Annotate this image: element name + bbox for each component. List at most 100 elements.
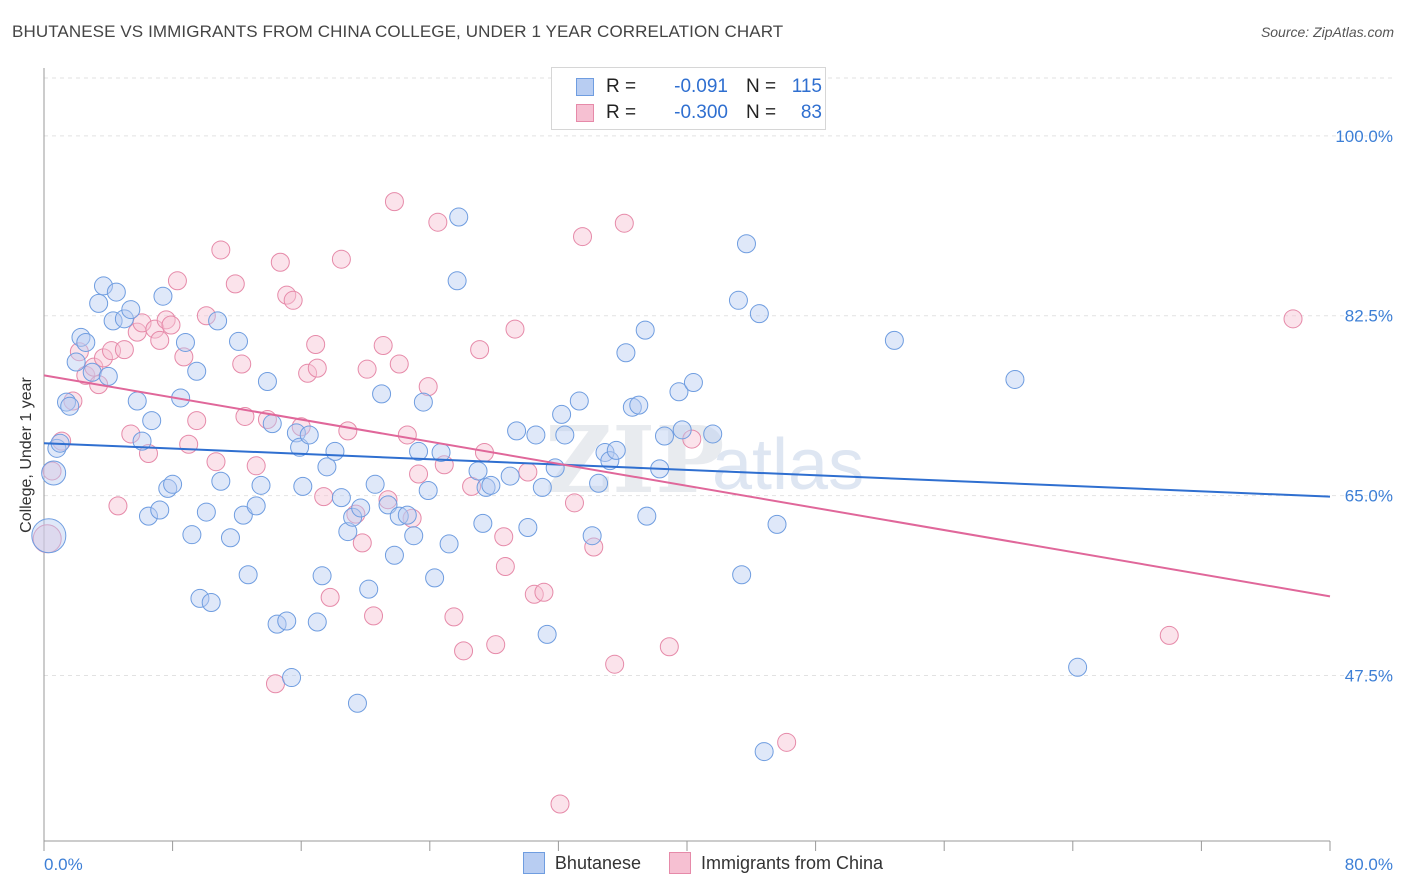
bhutanese-point [187, 361, 207, 381]
china-point [518, 462, 538, 482]
r-label: R = [606, 76, 637, 97]
china-point [145, 319, 165, 339]
bhutanese-point [728, 290, 748, 310]
china-point [486, 635, 506, 655]
bhutanese-point [312, 566, 332, 586]
china-point [138, 443, 158, 463]
bhutanese-point [672, 420, 692, 440]
bhutanese-point [307, 612, 327, 632]
china-point [444, 607, 464, 627]
china-point [614, 213, 634, 233]
bhutanese-point [98, 366, 118, 386]
bhutanese-point [132, 431, 152, 451]
bhutanese-point [683, 373, 703, 393]
china-point [1283, 309, 1303, 329]
china-point [225, 274, 245, 294]
bhutanese-point [365, 474, 385, 494]
bhutanese-point [138, 506, 158, 526]
china-point [777, 732, 797, 752]
bhutanese-point [389, 506, 409, 526]
china-point [93, 348, 113, 368]
watermark-zip: ZIP [545, 406, 724, 514]
bhutanese-point [208, 311, 228, 331]
bhutanese-point [76, 332, 96, 352]
bhutanese-point [182, 525, 202, 545]
bhutanese-point [163, 474, 183, 494]
china-point [42, 461, 62, 481]
bhutanese-point [468, 461, 488, 481]
bhutanese-point [89, 293, 109, 313]
series-legend: Bhutanese Immigrants from China [0, 852, 1406, 874]
bhutanese-point [201, 593, 221, 613]
bhutanese-point [418, 480, 438, 500]
bhutanese-point [142, 411, 162, 431]
y-tick-label: 100.0% [1335, 127, 1393, 146]
china-point [121, 424, 141, 444]
n-value: 83 [800, 102, 822, 123]
bhutanese-point [351, 498, 371, 518]
bhutanese-point [537, 624, 557, 644]
bhutanese-point [220, 528, 240, 548]
stats-legend-row-bhutanese: R = -0.091 N = 115 [576, 75, 822, 99]
china-point [364, 606, 384, 626]
bhutanese-point [196, 502, 216, 522]
bhutanese-point [331, 488, 351, 508]
china-point [428, 212, 448, 232]
china-point [114, 340, 134, 360]
bhutanese-point [121, 300, 141, 320]
bhutanese-point [532, 477, 552, 497]
bhutanese-point [767, 514, 787, 534]
bhutanese-point [703, 424, 723, 444]
china-point [150, 330, 170, 350]
bhutanese-point [500, 466, 520, 486]
china-point [524, 584, 544, 604]
bhutanese-point [127, 391, 147, 411]
china-point [564, 493, 584, 513]
bhutanese-point [476, 477, 496, 497]
bhutanese-point [616, 343, 636, 363]
china-point [270, 252, 290, 272]
legend-item-china[interactable]: Immigrants from China [669, 852, 883, 874]
china-point [573, 227, 593, 247]
china-point [246, 456, 266, 476]
bhutanese-point [347, 693, 367, 713]
stats-legend-row-china: R = -0.300 N = 83 [576, 101, 822, 125]
china-point [505, 319, 525, 339]
china-point [235, 406, 255, 426]
china-point [277, 285, 297, 305]
china-point [550, 794, 570, 814]
bhutanese-point [233, 505, 253, 525]
bhutanese-point [413, 392, 433, 412]
bhutanese-point [372, 384, 392, 404]
china-point [409, 464, 429, 484]
china-point [378, 490, 398, 510]
china-point [187, 411, 207, 431]
china-point [331, 249, 351, 269]
y-tick-label: 82.5% [1345, 307, 1393, 326]
y-axis-label: College, Under 1 year [18, 377, 35, 533]
bhutanese-point [153, 286, 173, 306]
legend-item-bhutanese[interactable]: Bhutanese [522, 852, 641, 874]
bhutanese-point [397, 505, 417, 525]
bhutanese-point [526, 425, 546, 445]
china-point [232, 354, 252, 374]
bhutanese-point [736, 234, 756, 254]
bhutanese-point [66, 352, 86, 372]
bhutanese-point [384, 545, 404, 565]
bhutanese-point [257, 372, 277, 392]
bhutanese-point [1068, 657, 1088, 677]
china-point [389, 354, 409, 374]
bhutanese-point [404, 526, 424, 546]
bhutanese-point [359, 579, 379, 599]
chart-title: BHUTANESE VS IMMIGRANTS FROM CHINA COLLE… [12, 22, 784, 41]
bhutanese-point [82, 362, 102, 382]
china-legend-swatch [669, 852, 691, 874]
china-point [283, 290, 303, 310]
bhutanese-point [606, 440, 626, 460]
bhutanese-point [754, 742, 774, 762]
china-point [384, 192, 404, 212]
bhutanese-point [262, 414, 282, 434]
r-value: -0.091 [674, 76, 728, 97]
bhutanese-point [569, 391, 589, 411]
